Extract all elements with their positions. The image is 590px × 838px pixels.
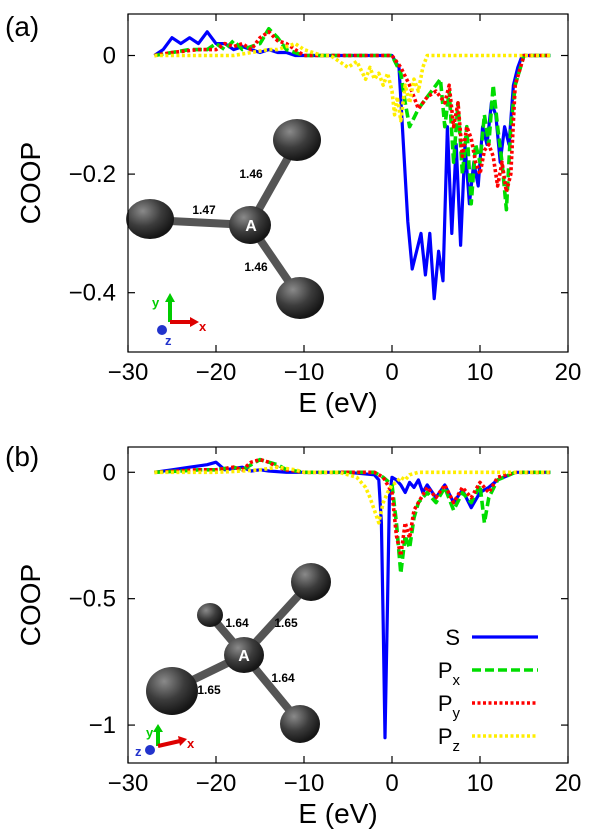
- bond-label: 1.64: [271, 671, 295, 685]
- y-tick-label: −0.2: [69, 161, 116, 188]
- plot-frame: [127, 13, 569, 353]
- series-lines: [153, 26, 551, 301]
- axis-triad-b: y x z: [135, 724, 195, 759]
- axis-z-label: z: [135, 744, 142, 759]
- series-line-py: [154, 29, 551, 194]
- plot-frame: [127, 446, 569, 764]
- x-tick-label: −20: [196, 359, 237, 386]
- series-line-px: [154, 457, 551, 576]
- axis-x-label: x: [187, 736, 195, 751]
- panel-b: (b) A 1.64 1.65 1.65 1.64 y x: [5, 441, 581, 829]
- x-tick-label: −30: [108, 770, 149, 797]
- y-axis-label: COOP: [15, 564, 46, 646]
- atom: [280, 705, 320, 743]
- bond-label: 1.64: [225, 616, 249, 630]
- y-tick-label: −1: [89, 712, 116, 739]
- axis-x-label: x: [199, 319, 207, 334]
- molecule-inset-b: A 1.64 1.65 1.65 1.64 y x z: [135, 563, 331, 759]
- x-tick-label: 10: [467, 770, 494, 797]
- axis-y-label: y: [146, 725, 154, 740]
- x-tick-label: −20: [196, 770, 237, 797]
- atom: [197, 603, 223, 627]
- x-tick-label: 10: [467, 359, 494, 386]
- x-tick-label: 0: [385, 770, 398, 797]
- atom: [126, 199, 174, 239]
- x-tick-label: 20: [555, 770, 582, 797]
- bond-label: 1.65: [197, 683, 221, 697]
- atom: [146, 667, 198, 715]
- series-line-px: [154, 26, 551, 212]
- panel-a-label: (a): [5, 11, 39, 42]
- series-line-pz: [154, 41, 551, 123]
- axis-z-label: z: [165, 333, 172, 348]
- panel-a: (a) A 1.46 1.47 1.46 y x z −30 −2: [5, 11, 581, 418]
- atom: [276, 277, 324, 319]
- legend-label-pz: Pz: [438, 724, 460, 755]
- x-axis-label: E (eV): [298, 387, 377, 418]
- x-tick-label: −30: [108, 359, 149, 386]
- atom-label-a: A: [245, 218, 257, 235]
- panel-b-label: (b): [5, 441, 39, 472]
- y-tick-label: 0: [103, 43, 116, 70]
- legend-label-px: Px: [438, 658, 461, 689]
- legend-label-s: S: [445, 625, 460, 650]
- x-tick-label: −10: [284, 359, 325, 386]
- molecule-inset-a: A 1.46 1.47 1.46 y x z: [126, 119, 324, 348]
- bond-label: 1.46: [244, 260, 268, 274]
- axis-triad-a: y x z: [152, 293, 207, 348]
- series-line-py: [154, 457, 551, 558]
- x-tick-label: 0: [385, 359, 398, 386]
- bond-label: 1.46: [239, 167, 263, 181]
- y-tick-label: −0.5: [69, 586, 116, 613]
- legend-label-py: Py: [438, 691, 461, 722]
- series-lines: [154, 457, 551, 740]
- series-line-s: [153, 30, 551, 301]
- x-axis-label: E (eV): [298, 798, 377, 829]
- y-axis-label: COOP: [15, 142, 46, 224]
- atom-center: [224, 637, 264, 673]
- x-tick-label: −10: [284, 770, 325, 797]
- y-tick-label: 0: [103, 459, 116, 486]
- bond-label: 1.65: [274, 616, 298, 630]
- atom-center: [229, 206, 271, 244]
- atom: [291, 563, 331, 601]
- atom: [273, 119, 321, 161]
- y-tick-label: −0.4: [69, 280, 116, 307]
- axis-y-label: y: [152, 295, 160, 310]
- x-tick-label: 20: [555, 359, 582, 386]
- bond-label: 1.47: [192, 203, 216, 217]
- atom-label-b: A: [238, 648, 250, 665]
- series-line-pz: [154, 465, 551, 525]
